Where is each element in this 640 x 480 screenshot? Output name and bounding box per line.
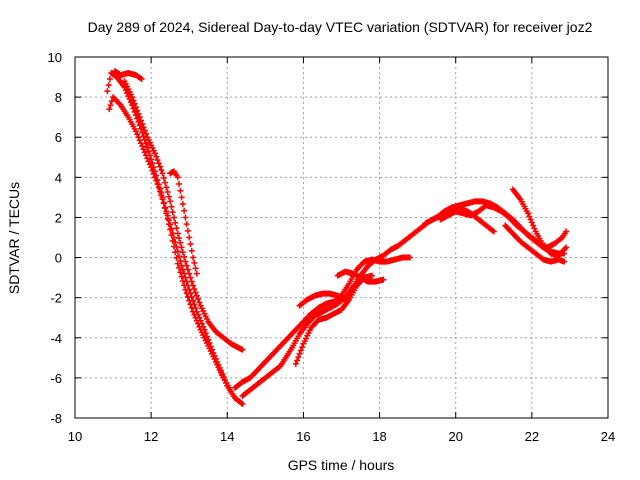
plus-marker-path <box>502 222 568 265</box>
series-track-9 <box>296 290 349 309</box>
series-track-10 <box>334 268 387 285</box>
series-track-4 <box>111 68 145 83</box>
x-tick-labels: 10 12 14 16 18 20 22 24 <box>68 429 615 444</box>
x-tick-label: 24 <box>601 429 615 444</box>
plus-marker-path <box>111 68 145 83</box>
x-tick-label: 10 <box>68 429 82 444</box>
y-tick-label: -6 <box>50 371 62 386</box>
x-tick-label: 20 <box>448 429 462 444</box>
y-axis-label: SDTVAR / TECUs <box>6 182 22 294</box>
series-track-1 <box>104 70 233 391</box>
plus-marker-path <box>104 70 233 391</box>
series-track-3 <box>121 78 246 353</box>
data-marks <box>104 68 570 407</box>
plus-marker-path <box>106 94 246 407</box>
series-track-14 <box>502 222 568 265</box>
plus-marker-path <box>334 268 387 285</box>
y-tick-label: -4 <box>50 331 62 346</box>
series-track-6 <box>231 254 414 391</box>
chart-title: Day 289 of 2024, Sidereal Day-to-day VTE… <box>88 19 593 35</box>
y-tick-label: 4 <box>55 170 62 185</box>
y-tick-label: -2 <box>50 291 62 306</box>
y-tick-label: 6 <box>55 130 62 145</box>
x-tick-label: 12 <box>144 429 158 444</box>
y-tick-label: 0 <box>55 251 62 266</box>
x-tick-label: 22 <box>525 429 539 444</box>
y-tick-label: -8 <box>50 411 62 426</box>
y-tick-labels: -8 -6 -4 -2 0 2 4 6 8 10 <box>48 50 62 426</box>
plus-marker-path <box>231 254 414 391</box>
plus-marker-path <box>121 78 246 353</box>
plus-marker-path <box>509 186 570 259</box>
plus-marker-path <box>296 290 349 309</box>
plus-marker-path <box>437 206 497 235</box>
series-track-5 <box>167 168 200 277</box>
x-tick-label: 16 <box>296 429 310 444</box>
series-track-2 <box>106 94 246 407</box>
y-tick-label: 8 <box>55 90 62 105</box>
x-tick-label: 18 <box>372 429 386 444</box>
y-tick-label: 2 <box>55 210 62 225</box>
x-axis-label: GPS time / hours <box>288 457 395 473</box>
plus-marker-path <box>167 168 200 277</box>
y-tick-label: 10 <box>48 50 62 65</box>
series-track-12 <box>437 206 497 235</box>
x-tick-label: 14 <box>220 429 234 444</box>
series-track-13 <box>509 186 570 259</box>
plot-frame <box>74 56 609 419</box>
